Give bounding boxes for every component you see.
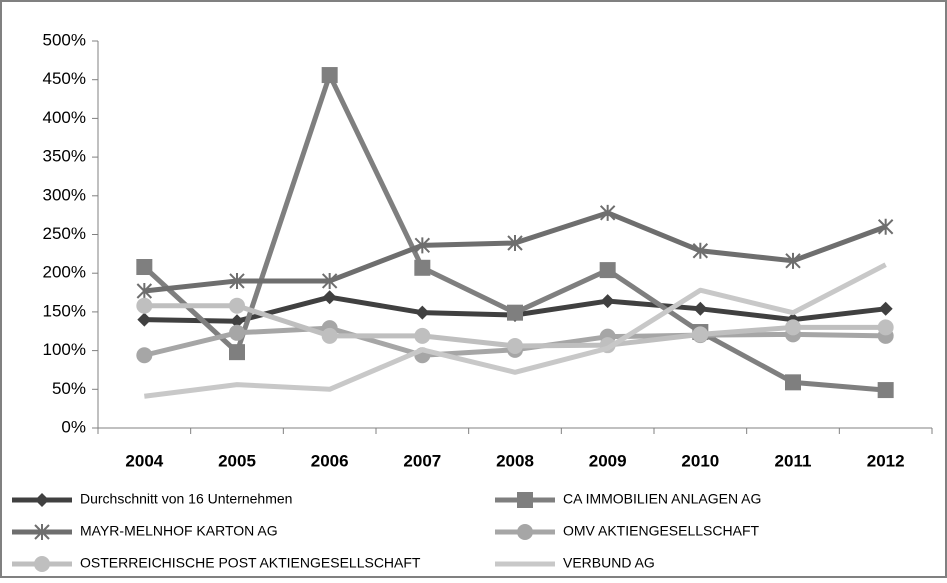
y-tick-label: 150% — [43, 301, 86, 320]
marker — [321, 327, 338, 344]
marker — [878, 301, 893, 316]
marker — [517, 524, 533, 540]
x-tick-label: 2009 — [589, 451, 627, 470]
x-tick-label: 2005 — [218, 451, 256, 470]
marker — [229, 324, 245, 341]
marker — [507, 337, 523, 354]
marker — [136, 297, 153, 314]
legend-label: VERBUND AG — [563, 555, 655, 571]
legend-label: OSTERREICHISCHE POST AKTIENGESELLSCHAFT — [80, 555, 421, 571]
x-tick-label: 2007 — [403, 451, 441, 470]
legend-item: OSTERREICHISCHE POST AKTIENGESELLSCHAFT — [12, 555, 421, 572]
marker — [877, 382, 894, 399]
marker — [507, 304, 523, 321]
legend-item: MAYR-MELNHOF KARTON AG — [12, 523, 278, 540]
marker — [692, 242, 709, 259]
marker — [692, 326, 709, 343]
marker — [229, 297, 245, 314]
y-tick-label: 500% — [43, 30, 86, 49]
marker — [877, 319, 894, 336]
marker — [136, 347, 153, 364]
y-tick-label: 100% — [43, 340, 86, 359]
x-tick-label: 2004 — [125, 451, 163, 470]
marker — [693, 301, 708, 316]
marker — [34, 556, 50, 572]
legend-item: Durchschnitt von 16 Unternehmen — [12, 491, 292, 507]
marker — [229, 344, 245, 361]
x-tick-label: 2008 — [496, 451, 534, 470]
marker — [321, 272, 338, 289]
marker — [785, 374, 801, 391]
legend-item: OMV AKTIENGESELLSCHAFT — [495, 523, 759, 540]
x-tick-label: 2012 — [867, 451, 905, 470]
y-tick-label: 300% — [43, 185, 86, 204]
marker — [507, 235, 523, 252]
x-tick-label: 2011 — [775, 451, 812, 470]
y-tick-label: 0% — [61, 417, 86, 436]
legend-label: CA IMMOBILIEN ANLAGEN AG — [563, 491, 761, 507]
marker — [137, 312, 152, 327]
marker — [877, 218, 894, 235]
marker — [599, 262, 616, 279]
marker — [517, 492, 533, 508]
marker — [415, 305, 430, 320]
legend-item: CA IMMOBILIEN ANLAGEN AG — [495, 491, 761, 508]
marker — [35, 493, 49, 507]
marker — [414, 327, 431, 344]
x-tick-label: 2006 — [311, 451, 349, 470]
marker — [136, 259, 153, 276]
x-tick-label: 2010 — [681, 451, 719, 470]
marker — [136, 283, 153, 300]
legend-label: MAYR-MELNHOF KARTON AG — [80, 523, 278, 539]
marker — [599, 204, 616, 221]
marker — [321, 67, 338, 84]
legend-label: Durchschnitt von 16 Unternehmen — [80, 491, 292, 507]
marker — [230, 314, 244, 329]
legend-label: OMV AKTIENGESELLSCHAFT — [563, 523, 759, 539]
legend-item: VERBUND AG — [495, 555, 655, 571]
marker — [785, 252, 801, 269]
marker — [414, 259, 431, 276]
marker — [229, 272, 245, 289]
marker — [785, 319, 801, 336]
marker — [322, 290, 337, 305]
y-tick-label: 450% — [43, 69, 86, 88]
y-tick-label: 350% — [43, 147, 86, 166]
y-tick-label: 200% — [43, 263, 86, 282]
marker — [414, 237, 431, 254]
marker — [34, 524, 50, 540]
y-tick-label: 50% — [52, 379, 86, 398]
y-tick-label: 400% — [43, 108, 86, 127]
series-line — [144, 262, 887, 399]
y-tick-label: 250% — [43, 224, 86, 243]
marker — [600, 294, 615, 309]
